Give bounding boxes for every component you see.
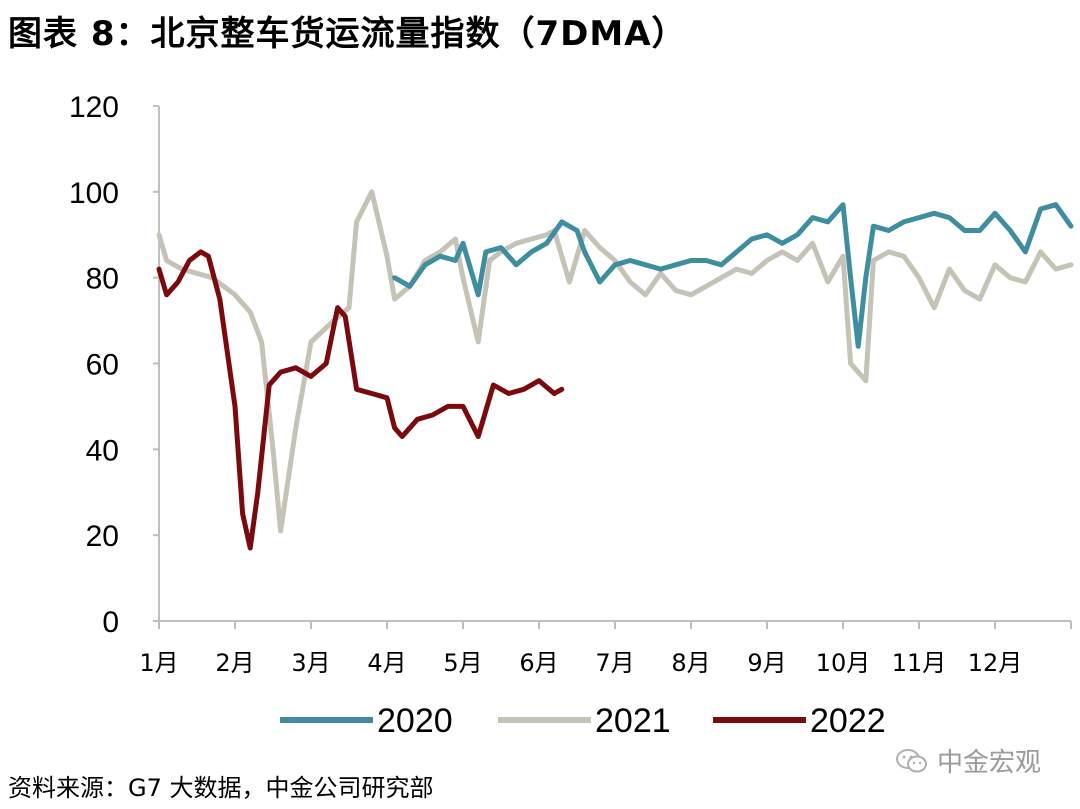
x-tick-label: 11月 bbox=[892, 649, 947, 677]
series-line-2022 bbox=[156, 249, 565, 551]
source-note: 资料来源：G7 大数据，中金公司研究部 bbox=[8, 774, 434, 802]
legend-label-2021: 2021 bbox=[595, 702, 671, 740]
chart-title: 图表 8：北京整车货运流量指数（7DMA） bbox=[8, 14, 687, 54]
x-tick-label: 12月 bbox=[968, 649, 1023, 677]
y-tick-label: 120 bbox=[69, 91, 119, 124]
y-tick-label: 80 bbox=[86, 263, 119, 296]
y-tick-label: 20 bbox=[86, 520, 119, 553]
y-tick-label: 0 bbox=[102, 606, 119, 639]
chart-legend: 2020 2021 2022 bbox=[280, 702, 886, 740]
x-tick-label: 6月 bbox=[519, 649, 558, 677]
x-tick-label: 5月 bbox=[443, 649, 482, 677]
series-line-2021 bbox=[156, 189, 1074, 534]
x-tick-label: 8月 bbox=[671, 649, 710, 677]
y-tick-label: 60 bbox=[86, 349, 119, 382]
x-tick-label: 9月 bbox=[747, 649, 786, 677]
x-tick-label: 7月 bbox=[595, 649, 634, 677]
x-tick-label: 3月 bbox=[291, 649, 330, 677]
x-tick-label: 4月 bbox=[367, 649, 406, 677]
y-tick-label: 100 bbox=[69, 177, 119, 210]
y-tick-label: 40 bbox=[86, 434, 119, 467]
legend-label-2022: 2022 bbox=[810, 702, 886, 740]
series-line-2020 bbox=[392, 202, 1074, 349]
legend-label-2020: 2020 bbox=[377, 702, 453, 740]
wechat-icon bbox=[896, 748, 927, 772]
x-tick-label: 2月 bbox=[215, 649, 254, 677]
watermark-text: 中金宏观 bbox=[937, 748, 1042, 778]
x-tick-label: 1月 bbox=[139, 649, 178, 677]
chart-axes: 0 20 40 60 80 100 120 1月 2月 3月 4月 5月 6月 7月 8月 9月 10月 11月 1… bbox=[69, 91, 1072, 677]
x-tick-label: 10月 bbox=[816, 649, 871, 677]
chart-lines bbox=[156, 189, 1074, 551]
wechat-watermark: 中金宏观 bbox=[895, 742, 1041, 779]
